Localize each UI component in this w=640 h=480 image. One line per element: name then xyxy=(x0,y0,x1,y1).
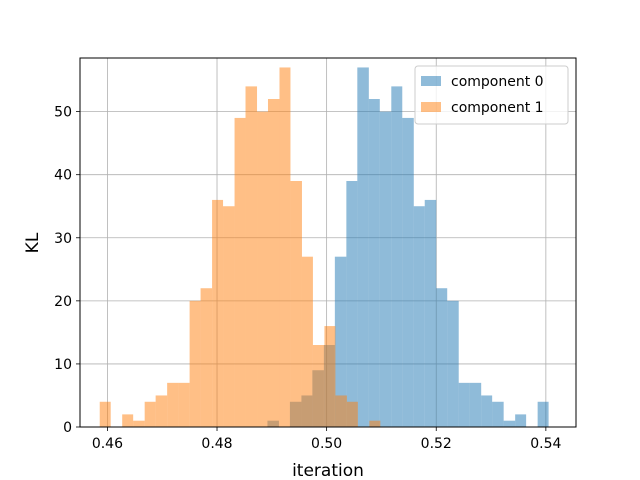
x-tick-label: 0.50 xyxy=(311,436,342,452)
histogram-bar xyxy=(424,199,437,427)
axis-ticks: 0.46 0.48 0.50 0.52 0.54 0 10 20 30 40 50 xyxy=(54,105,561,452)
legend: component 0 component 1 xyxy=(414,65,569,125)
histogram-bar xyxy=(267,99,280,427)
histogram-bar xyxy=(346,401,358,427)
histogram-bar xyxy=(369,420,381,427)
histogram-bar xyxy=(503,420,516,427)
histogram-bar xyxy=(257,111,268,427)
histogram-bar xyxy=(458,382,470,427)
histogram-bars xyxy=(99,67,549,427)
series-1-bars xyxy=(99,67,381,427)
legend-label: component 0 xyxy=(451,74,544,90)
histogram-bar xyxy=(537,401,549,427)
histogram-bar xyxy=(212,199,224,427)
histogram-bar xyxy=(178,382,190,427)
x-tick-label: 0.52 xyxy=(421,436,452,452)
histogram-bar xyxy=(167,382,179,427)
histogram-bar xyxy=(200,288,213,427)
y-tick-label: 10 xyxy=(54,357,72,373)
legend-label: component 1 xyxy=(451,100,544,116)
histogram-bar xyxy=(436,288,448,427)
y-tick-label: 50 xyxy=(54,105,72,121)
histogram-bar xyxy=(413,206,425,427)
histogram-bar xyxy=(245,86,258,427)
y-tick-label: 20 xyxy=(54,294,72,310)
x-tick-label: 0.54 xyxy=(530,436,561,452)
plot-frame xyxy=(79,57,577,428)
histogram-bar xyxy=(290,181,302,427)
histogram-bar xyxy=(234,117,246,427)
y-tick-label: 40 xyxy=(54,168,72,184)
histogram-bar xyxy=(346,181,358,427)
x-tick-label: 0.48 xyxy=(201,436,232,452)
histogram-bar xyxy=(379,111,392,427)
histogram-bar xyxy=(122,414,134,427)
histogram-bar xyxy=(357,67,369,427)
x-tick-label: 0.46 xyxy=(92,436,123,452)
histogram-bar xyxy=(368,99,380,427)
y-axis-label: KL xyxy=(23,232,43,253)
histogram-bar xyxy=(335,395,347,427)
legend-swatch xyxy=(421,76,441,86)
histogram-bar xyxy=(402,117,414,427)
histogram-bar xyxy=(492,401,504,427)
histogram-bar xyxy=(469,382,482,427)
histogram-bar xyxy=(155,395,168,427)
histogram-bar xyxy=(279,67,291,427)
histogram-bar xyxy=(189,300,201,427)
y-tick-label: 0 xyxy=(63,420,72,436)
histogram-bar xyxy=(391,86,403,427)
histogram-bar xyxy=(481,395,493,427)
legend-box xyxy=(414,65,569,125)
legend-swatch xyxy=(421,102,441,112)
histogram-bar xyxy=(312,345,325,427)
histogram-bar xyxy=(324,326,336,427)
y-tick-label: 30 xyxy=(54,231,72,247)
histogram-bar xyxy=(447,300,459,427)
histogram-bar xyxy=(515,414,527,427)
histogram-bar xyxy=(301,256,313,427)
histogram-bar xyxy=(223,206,235,427)
histogram-bar xyxy=(334,256,347,427)
x-axis-label: iteration xyxy=(292,461,364,480)
histogram-bar xyxy=(99,401,111,427)
histogram-bar xyxy=(144,401,156,427)
histogram-bar xyxy=(133,420,145,427)
